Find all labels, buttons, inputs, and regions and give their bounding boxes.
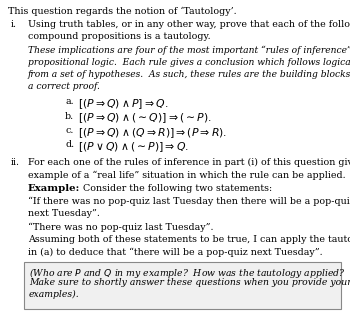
Text: This question regards the notion of ‘Tautology’.: This question regards the notion of ‘Tau… [8, 7, 237, 16]
Text: a correct proof.: a correct proof. [28, 82, 100, 91]
Text: For each one of the rules of inference in part (i) of this question give an: For each one of the rules of inference i… [28, 158, 350, 167]
Text: “If there was no pop-quiz last Tuesday then there will be a pop-quiz: “If there was no pop-quiz last Tuesday t… [28, 197, 350, 206]
Text: examples).: examples). [29, 290, 80, 299]
Text: b.: b. [65, 112, 74, 121]
Text: $[(P \Rightarrow Q) \wedge P] \Rightarrow Q.$: $[(P \Rightarrow Q) \wedge P] \Rightarro… [78, 98, 168, 111]
Text: These implications are four of the most important “rules of inference” in: These implications are four of the most … [28, 46, 350, 55]
Text: Make sure to shortly answer these questions when you provide your own: Make sure to shortly answer these questi… [29, 278, 350, 287]
Text: i.: i. [11, 20, 17, 29]
Text: compound propositions is a tautology.: compound propositions is a tautology. [28, 32, 211, 41]
Text: from a set of hypotheses.  As such, these rules are the building blocks of: from a set of hypotheses. As such, these… [28, 70, 350, 79]
Text: d.: d. [65, 140, 74, 149]
Text: $[(P \vee Q) \wedge (\sim P)] \Rightarrow Q.$: $[(P \vee Q) \wedge (\sim P)] \Rightarro… [78, 140, 189, 154]
Text: “There was no pop-quiz last Tuesday”.: “There was no pop-quiz last Tuesday”. [28, 222, 214, 231]
Text: $[(P \Rightarrow Q) \wedge (Q \Rightarrow R)] \Rightarrow (P \Rightarrow R).$: $[(P \Rightarrow Q) \wedge (Q \Rightarro… [78, 126, 227, 140]
Text: next Tuesday”.: next Tuesday”. [28, 209, 100, 218]
Text: propositional logic.  Each rule gives a conclusion which follows logically: propositional logic. Each rule gives a c… [28, 58, 350, 67]
Text: a.: a. [65, 98, 74, 107]
Text: Assuming both of these statements to be true, I can apply the tautology: Assuming both of these statements to be … [28, 235, 350, 244]
Text: ii.: ii. [11, 158, 20, 167]
Text: Example:: Example: [28, 184, 80, 193]
Text: example of a “real life” situation in which the rule can be applied.: example of a “real life” situation in wh… [28, 170, 346, 180]
Text: in (a) to deduce that “there will be a pop-quiz next Tuesday”.: in (a) to deduce that “there will be a p… [28, 247, 323, 257]
Text: Using truth tables, or in any other way, prove that each of the following: Using truth tables, or in any other way,… [28, 20, 350, 29]
Text: $[(P \Rightarrow Q) \wedge (\sim Q)] \Rightarrow (\sim P).$: $[(P \Rightarrow Q) \wedge (\sim Q)] \Ri… [78, 112, 212, 125]
FancyBboxPatch shape [24, 262, 341, 309]
Text: Consider the following two statements:: Consider the following two statements: [80, 184, 272, 193]
Text: c.: c. [65, 126, 74, 135]
Text: (Who are $P$ and $Q$ in my example?  How was the tautology applied?: (Who are $P$ and $Q$ in my example? How … [29, 266, 345, 280]
